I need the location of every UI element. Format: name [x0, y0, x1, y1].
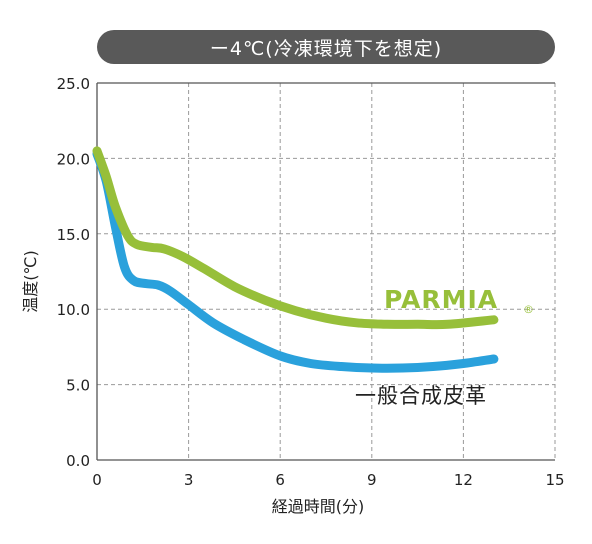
x-axis-label: 経過時間(分): [272, 497, 365, 516]
series-label-parmia: PARMIA: [384, 285, 498, 314]
y-tick-label: 15.0: [57, 226, 90, 244]
x-tick-label: 15: [545, 471, 564, 489]
x-tick-label: 0: [92, 471, 102, 489]
x-tick-label: 12: [454, 471, 473, 489]
series-label-synthetic-leather: 一般合成皮革: [355, 384, 487, 408]
chart-title-banner: ー4℃(冷凍環境下を想定): [97, 30, 555, 64]
chart-title: ー4℃(冷凍環境下を想定): [209, 37, 443, 60]
x-tick-label: 6: [275, 471, 285, 489]
y-tick-label: 10.0: [57, 301, 90, 319]
x-tick-label: 3: [184, 471, 194, 489]
registered-mark: ®: [523, 303, 534, 316]
series-line-parmia: [92, 146, 499, 330]
x-tick-label: 9: [367, 471, 377, 489]
series-line-synthetic-leather: [92, 149, 499, 373]
y-tick-label: 25.0: [57, 75, 90, 93]
y-axis-label: 温度(℃): [21, 250, 40, 312]
y-tick-label: 0.0: [66, 452, 90, 470]
y-tick-label: 20.0: [57, 150, 90, 168]
y-tick-label: 5.0: [66, 377, 90, 395]
